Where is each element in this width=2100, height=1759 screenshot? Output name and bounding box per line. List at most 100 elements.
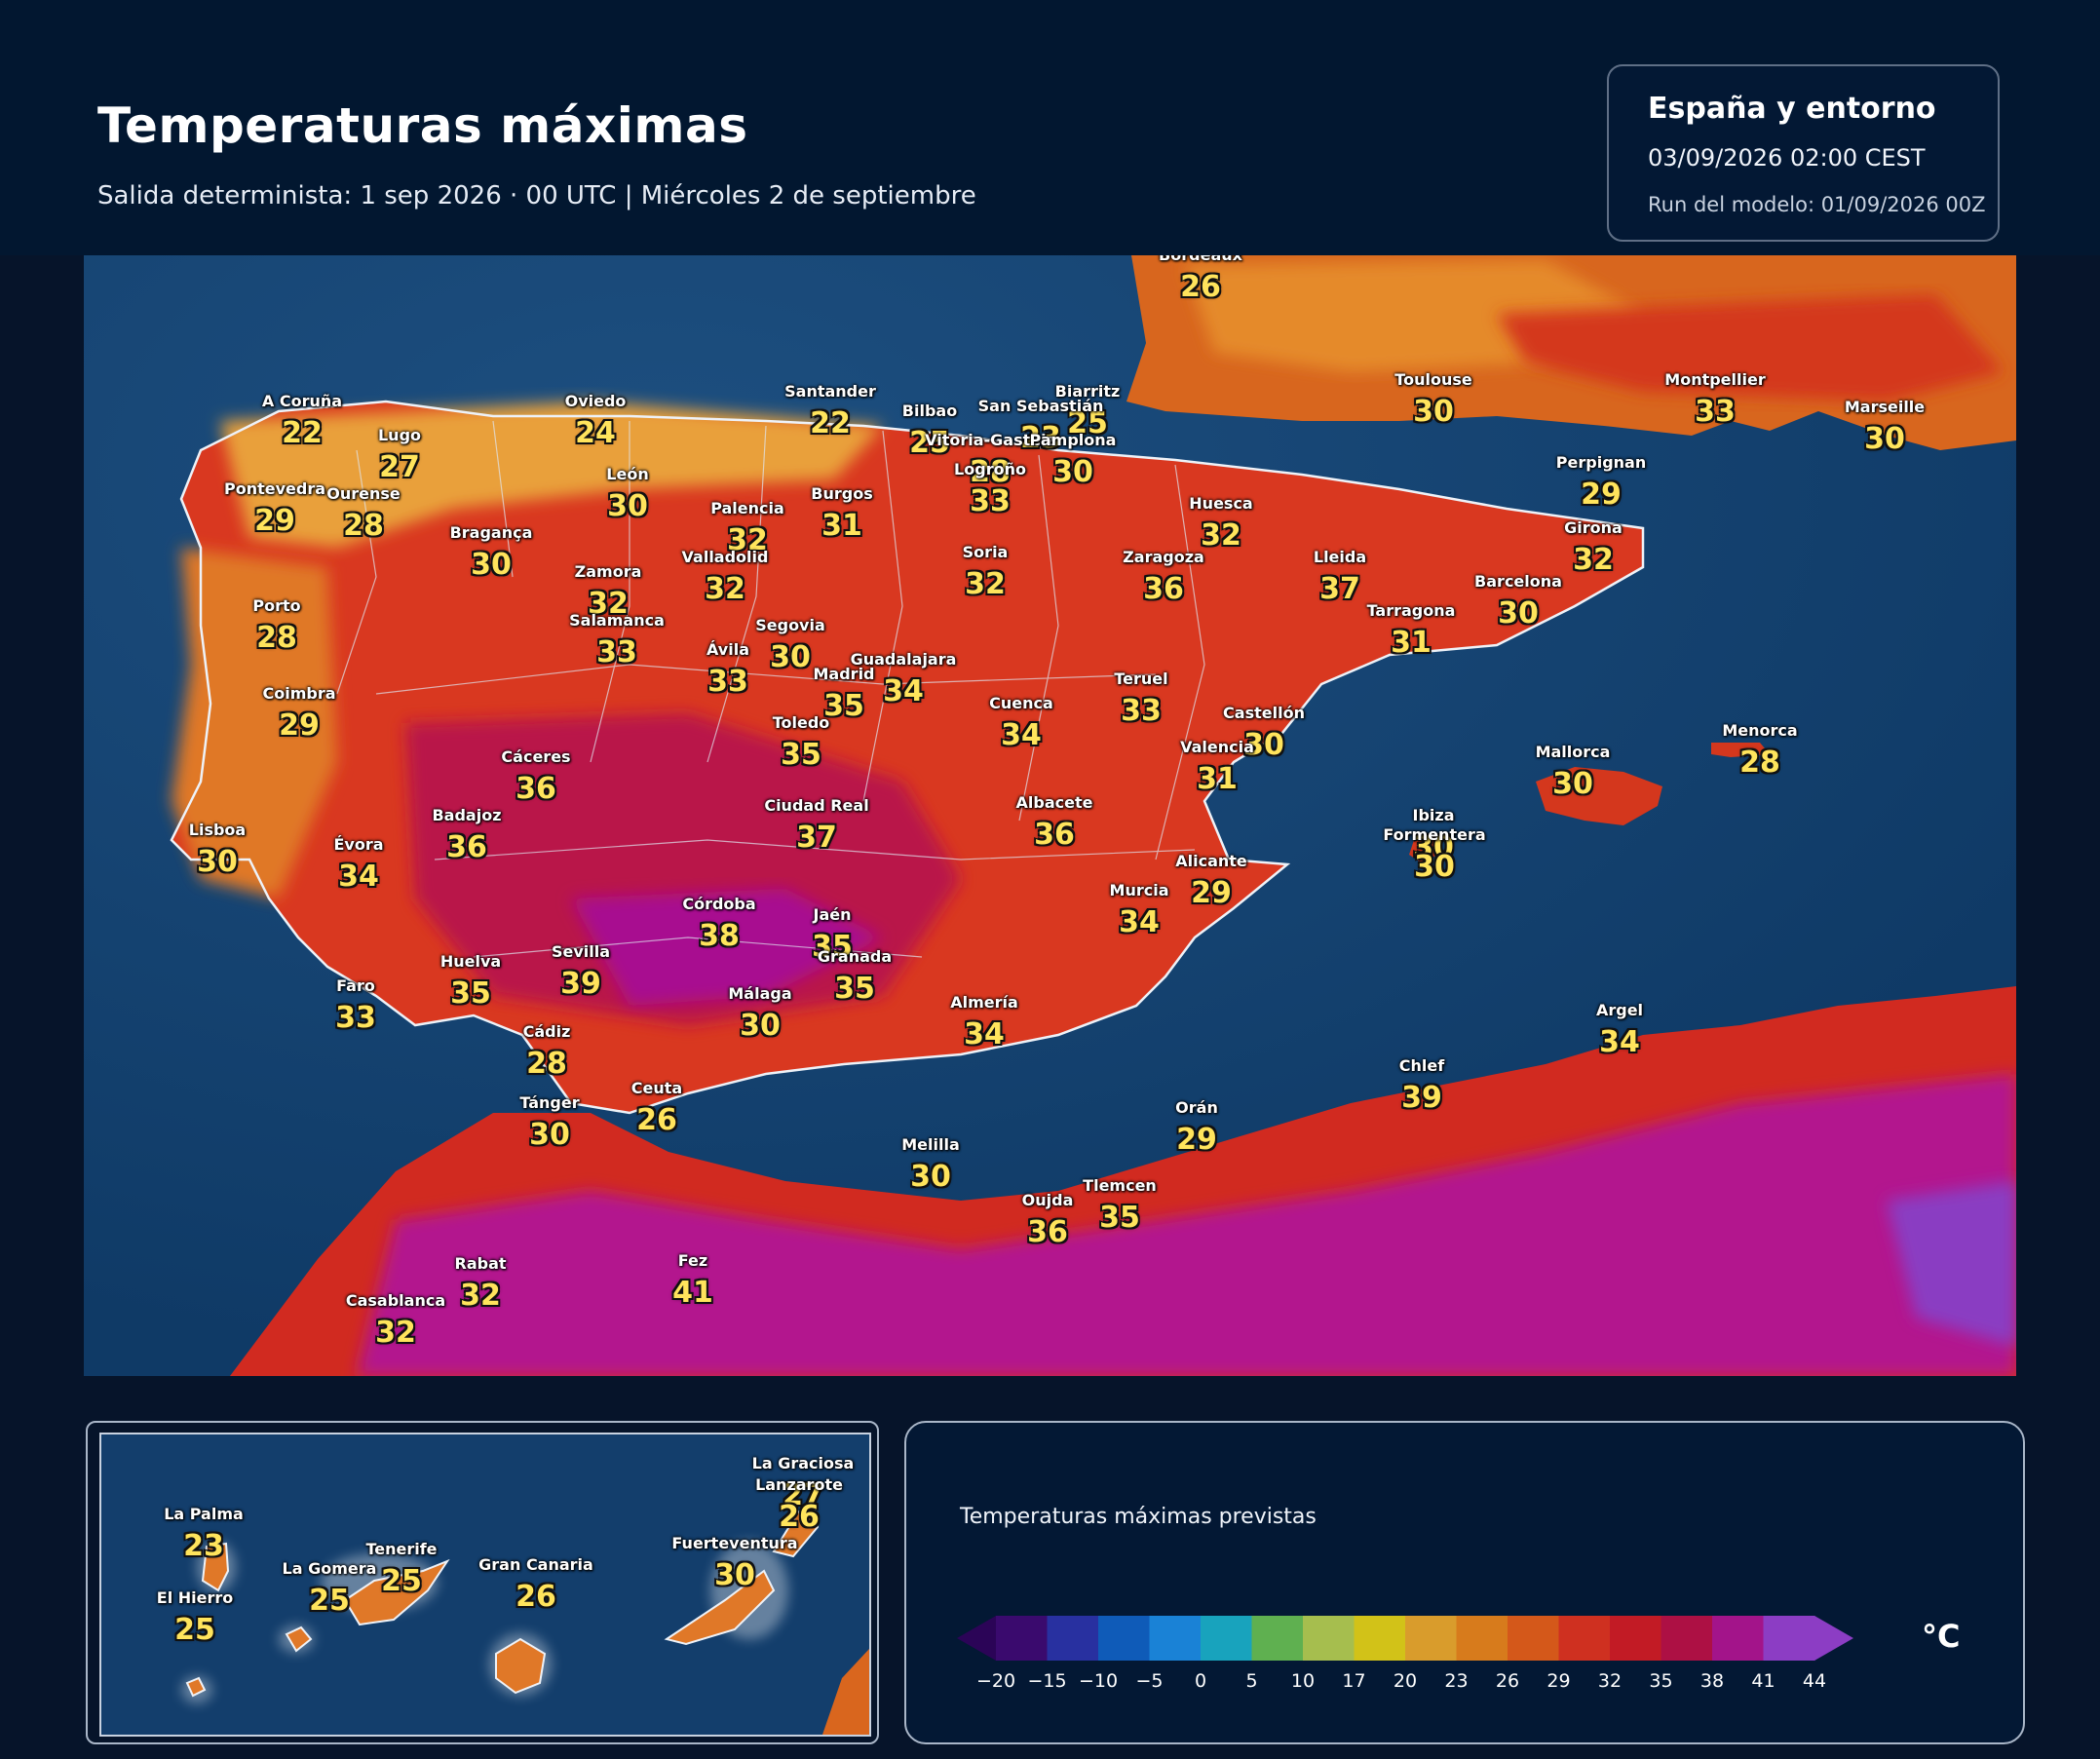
city-caceres[interactable]: Cáceres 36 (501, 747, 570, 806)
city-alicante[interactable]: Alicante 29 (1175, 852, 1247, 910)
city-leon[interactable]: León 30 (606, 465, 648, 523)
city-bilbao[interactable]: Bilbao 25 (902, 402, 957, 460)
city-palencia[interactable]: Palencia 32 (710, 499, 784, 557)
island-la-gomera[interactable]: La Gomera 25 (283, 1559, 377, 1618)
city-cadiz[interactable]: Cádiz 28 (523, 1022, 571, 1081)
city-porto[interactable]: Porto 28 (252, 596, 300, 655)
city-chlef[interactable]: Chlef 39 (1399, 1056, 1444, 1115)
city-melilla[interactable]: Melilla 30 (901, 1135, 960, 1194)
island-fuerteventura[interactable]: Fuerteventura 30 (671, 1534, 797, 1592)
city-bordeaux[interactable]: Bordeaux 26 (1159, 255, 1242, 304)
main-temperature-map[interactable]: Bordeaux 26 Toulouse 30 Montpellier 33 Marseil… (84, 255, 2016, 1376)
legend-color-step (1456, 1616, 1508, 1661)
city-name-label: Palencia (710, 499, 784, 517)
city-temperature-value: 31 (1391, 626, 1432, 660)
city-badajoz[interactable]: Badajoz 36 (432, 806, 501, 864)
city-a-coruna[interactable]: A Coruña 22 (262, 392, 342, 450)
city-malaga[interactable]: Málaga 30 (728, 984, 791, 1043)
city-valladolid[interactable]: Valladolid 32 (682, 548, 769, 606)
city-evora[interactable]: Évora 34 (333, 835, 383, 894)
city-ibiza[interactable]: Ibiza 30 (1413, 806, 1455, 864)
island-la-graciosa[interactable]: La Graciosa 27 (752, 1454, 855, 1512)
city-oujda[interactable]: Oujda 36 (1022, 1191, 1074, 1249)
city-rabat[interactable]: Rabat 32 (454, 1254, 506, 1313)
city-name-label: Teruel (1114, 669, 1168, 688)
city-temperature-value: 30 (1864, 422, 1905, 456)
city-temperature-value: 27 (379, 450, 420, 484)
city-barcelona[interactable]: Barcelona 30 (1474, 572, 1562, 631)
city-huesca[interactable]: Huesca 32 (1189, 494, 1252, 553)
city-argel[interactable]: Argel 34 (1596, 1001, 1643, 1059)
city-lisboa[interactable]: Lisboa 30 (189, 821, 246, 879)
city-oran[interactable]: Orán 29 (1175, 1098, 1218, 1157)
city-albacete[interactable]: Albacete 36 (1016, 793, 1093, 852)
city-name-label: Lisboa (188, 821, 247, 839)
city-santander[interactable]: Santander 22 (784, 382, 876, 440)
city-perpignan[interactable]: Perpignan 29 (1556, 453, 1646, 512)
city-girona[interactable]: Girona 32 (1564, 518, 1623, 577)
city-lleida[interactable]: Lleida 37 (1314, 548, 1366, 606)
island-la-palma[interactable]: La Palma 23 (164, 1505, 244, 1563)
city-pontevedra[interactable]: Pontevedra 29 (224, 479, 325, 538)
city-faro[interactable]: Faro 33 (335, 976, 376, 1035)
city-tarragona[interactable]: Tarragona 31 (1367, 601, 1456, 660)
island-lanzarote[interactable]: Lanzarote 26 (755, 1475, 843, 1534)
city-granada[interactable]: Granada 35 (818, 947, 892, 1006)
city-lugo[interactable]: Lugo 27 (378, 426, 421, 484)
city-name-label: Lanzarote (755, 1475, 843, 1494)
city-huelva[interactable]: Huelva 35 (440, 952, 501, 1011)
city-temperature-value: 33 (970, 484, 1011, 518)
legend-panel: Temperaturas máximas previstas −20 −15 −10… (904, 1421, 2025, 1744)
city-casablanca[interactable]: Casablanca 32 (346, 1291, 445, 1350)
city-cuenca[interactable]: Cuenca 34 (989, 694, 1053, 752)
city-temperature-value: 30 (1413, 395, 1454, 429)
city-avila[interactable]: Ávila 33 (706, 640, 749, 699)
city-formentera[interactable]: Formentera 30 (1383, 825, 1485, 884)
city-name-label: La Gomera (282, 1559, 377, 1578)
city-braganca[interactable]: Bragança 30 (450, 523, 533, 582)
city-ciudad-real[interactable]: Ciudad Real 37 (764, 796, 868, 855)
city-salamanca[interactable]: Salamanca 33 (569, 611, 665, 669)
city-tlemcen[interactable]: Tlemcen 35 (1083, 1176, 1157, 1235)
city-zaragoza[interactable]: Zaragoza 36 (1123, 548, 1204, 606)
city-sevilla[interactable]: Sevilla 39 (552, 942, 610, 1001)
city-coimbra[interactable]: Coimbra 29 (262, 684, 335, 743)
city-oviedo[interactable]: Oviedo 24 (565, 392, 627, 450)
city-soria[interactable]: Soria 32 (963, 543, 1009, 601)
city-guadalajara[interactable]: Guadalajara 34 (851, 650, 957, 708)
island-el-hierro[interactable]: El Hierro 25 (157, 1588, 233, 1647)
city-ceuta[interactable]: Ceuta 26 (631, 1079, 682, 1137)
city-logrono[interactable]: Logroño 33 (954, 460, 1026, 518)
legend-arrow-min (957, 1616, 996, 1661)
city-zamora[interactable]: Zamora 32 (575, 562, 642, 621)
island-gran-canaria[interactable]: Gran Canaria 26 (478, 1555, 593, 1614)
city-almeria[interactable]: Almería 34 (950, 993, 1018, 1052)
island-tenerife[interactable]: Tenerife 25 (365, 1540, 437, 1598)
city-madrid[interactable]: Madrid 35 (814, 665, 875, 723)
city-toledo[interactable]: Toledo 35 (773, 713, 830, 772)
city-toulouse[interactable]: Toulouse 30 (1394, 370, 1471, 429)
city-jaen[interactable]: Jaén 35 (812, 905, 853, 964)
city-pamplona[interactable]: Pamplona 30 (1030, 431, 1117, 489)
city-tanger[interactable]: Tánger 30 (519, 1093, 579, 1152)
city-san-sebastian[interactable]: San Sebastián 23 (978, 397, 1104, 455)
city-name-label: Segovia (755, 616, 825, 634)
city-biarritz[interactable]: Biarritz 25 (1055, 382, 1121, 440)
city-fez[interactable]: Fez 41 (672, 1251, 713, 1310)
city-montpellier[interactable]: Montpellier 33 (1664, 370, 1765, 429)
city-burgos[interactable]: Burgos 31 (811, 484, 872, 543)
city-cordoba[interactable]: Córdoba 38 (682, 895, 755, 953)
city-ourense[interactable]: Ourense 28 (326, 484, 401, 543)
city-marseille[interactable]: Marseille 30 (1845, 398, 1925, 456)
city-castellon[interactable]: Castellón 30 (1223, 704, 1305, 762)
info-datetime: 03/09/2026 02:00 CEST (1648, 144, 1926, 172)
city-valencia[interactable]: Valencia 31 (1180, 738, 1254, 796)
city-menorca[interactable]: Menorca 28 (1722, 721, 1797, 780)
city-teruel[interactable]: Teruel 33 (1114, 669, 1167, 728)
city-murcia[interactable]: Murcia 34 (1110, 881, 1169, 939)
city-name-label: Salamanca (569, 611, 665, 630)
city-vitoria-gasteiz[interactable]: Vitoria-Gasteiz 28 (925, 431, 1055, 489)
canarias-inset-map[interactable]: La Graciosa 27 Lanzarote 26 La Palma 23 Teneri… (99, 1433, 871, 1737)
city-segovia[interactable]: Segovia 30 (755, 616, 825, 674)
city-mallorca[interactable]: Mallorca 30 (1536, 743, 1611, 801)
